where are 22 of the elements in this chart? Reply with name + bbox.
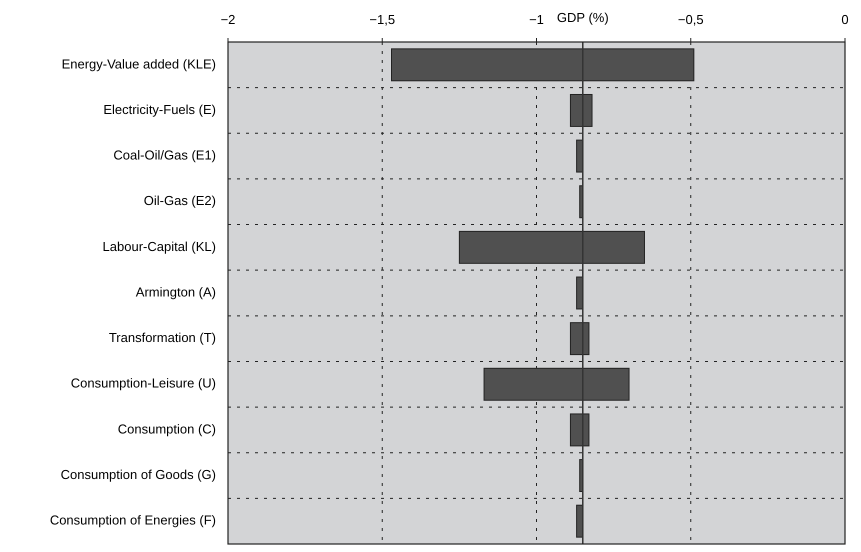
bar [458, 230, 645, 264]
y-tick-label: Consumption of Goods (G) [60, 466, 216, 482]
bar [570, 94, 593, 127]
y-tick-label: Transformation (T) [108, 330, 216, 346]
x-tick-label: −1 [529, 12, 544, 27]
y-tick-label: Oil-Gas (E2) [144, 193, 216, 208]
x-tick-label: −1,5 [369, 12, 396, 27]
x-tick-label: −0,5 [678, 12, 704, 27]
y-tick-label: Consumption-Leisure (U) [70, 376, 216, 391]
y-tick-label: Energy-Value added (KLE) [62, 56, 216, 72]
x-tick-label: −2 [220, 12, 236, 27]
bar [391, 48, 694, 82]
y-tick-label: Electricity-Fuels (E) [103, 102, 216, 117]
y-tick-label: Consumption of Energies (F) [50, 512, 216, 528]
y-tick-label: Coal-Oil/Gas (E1) [113, 148, 216, 163]
x-axis-title: GDP (%) [556, 10, 609, 25]
y-tick-label: Consumption (C) [118, 421, 216, 436]
y-tick-label: Labour-Capital (KL) [102, 238, 216, 254]
bar [570, 322, 590, 356]
bar [570, 413, 590, 446]
y-tick-label: Armington (A) [136, 284, 216, 300]
x-tick-label: 0 [841, 12, 849, 27]
